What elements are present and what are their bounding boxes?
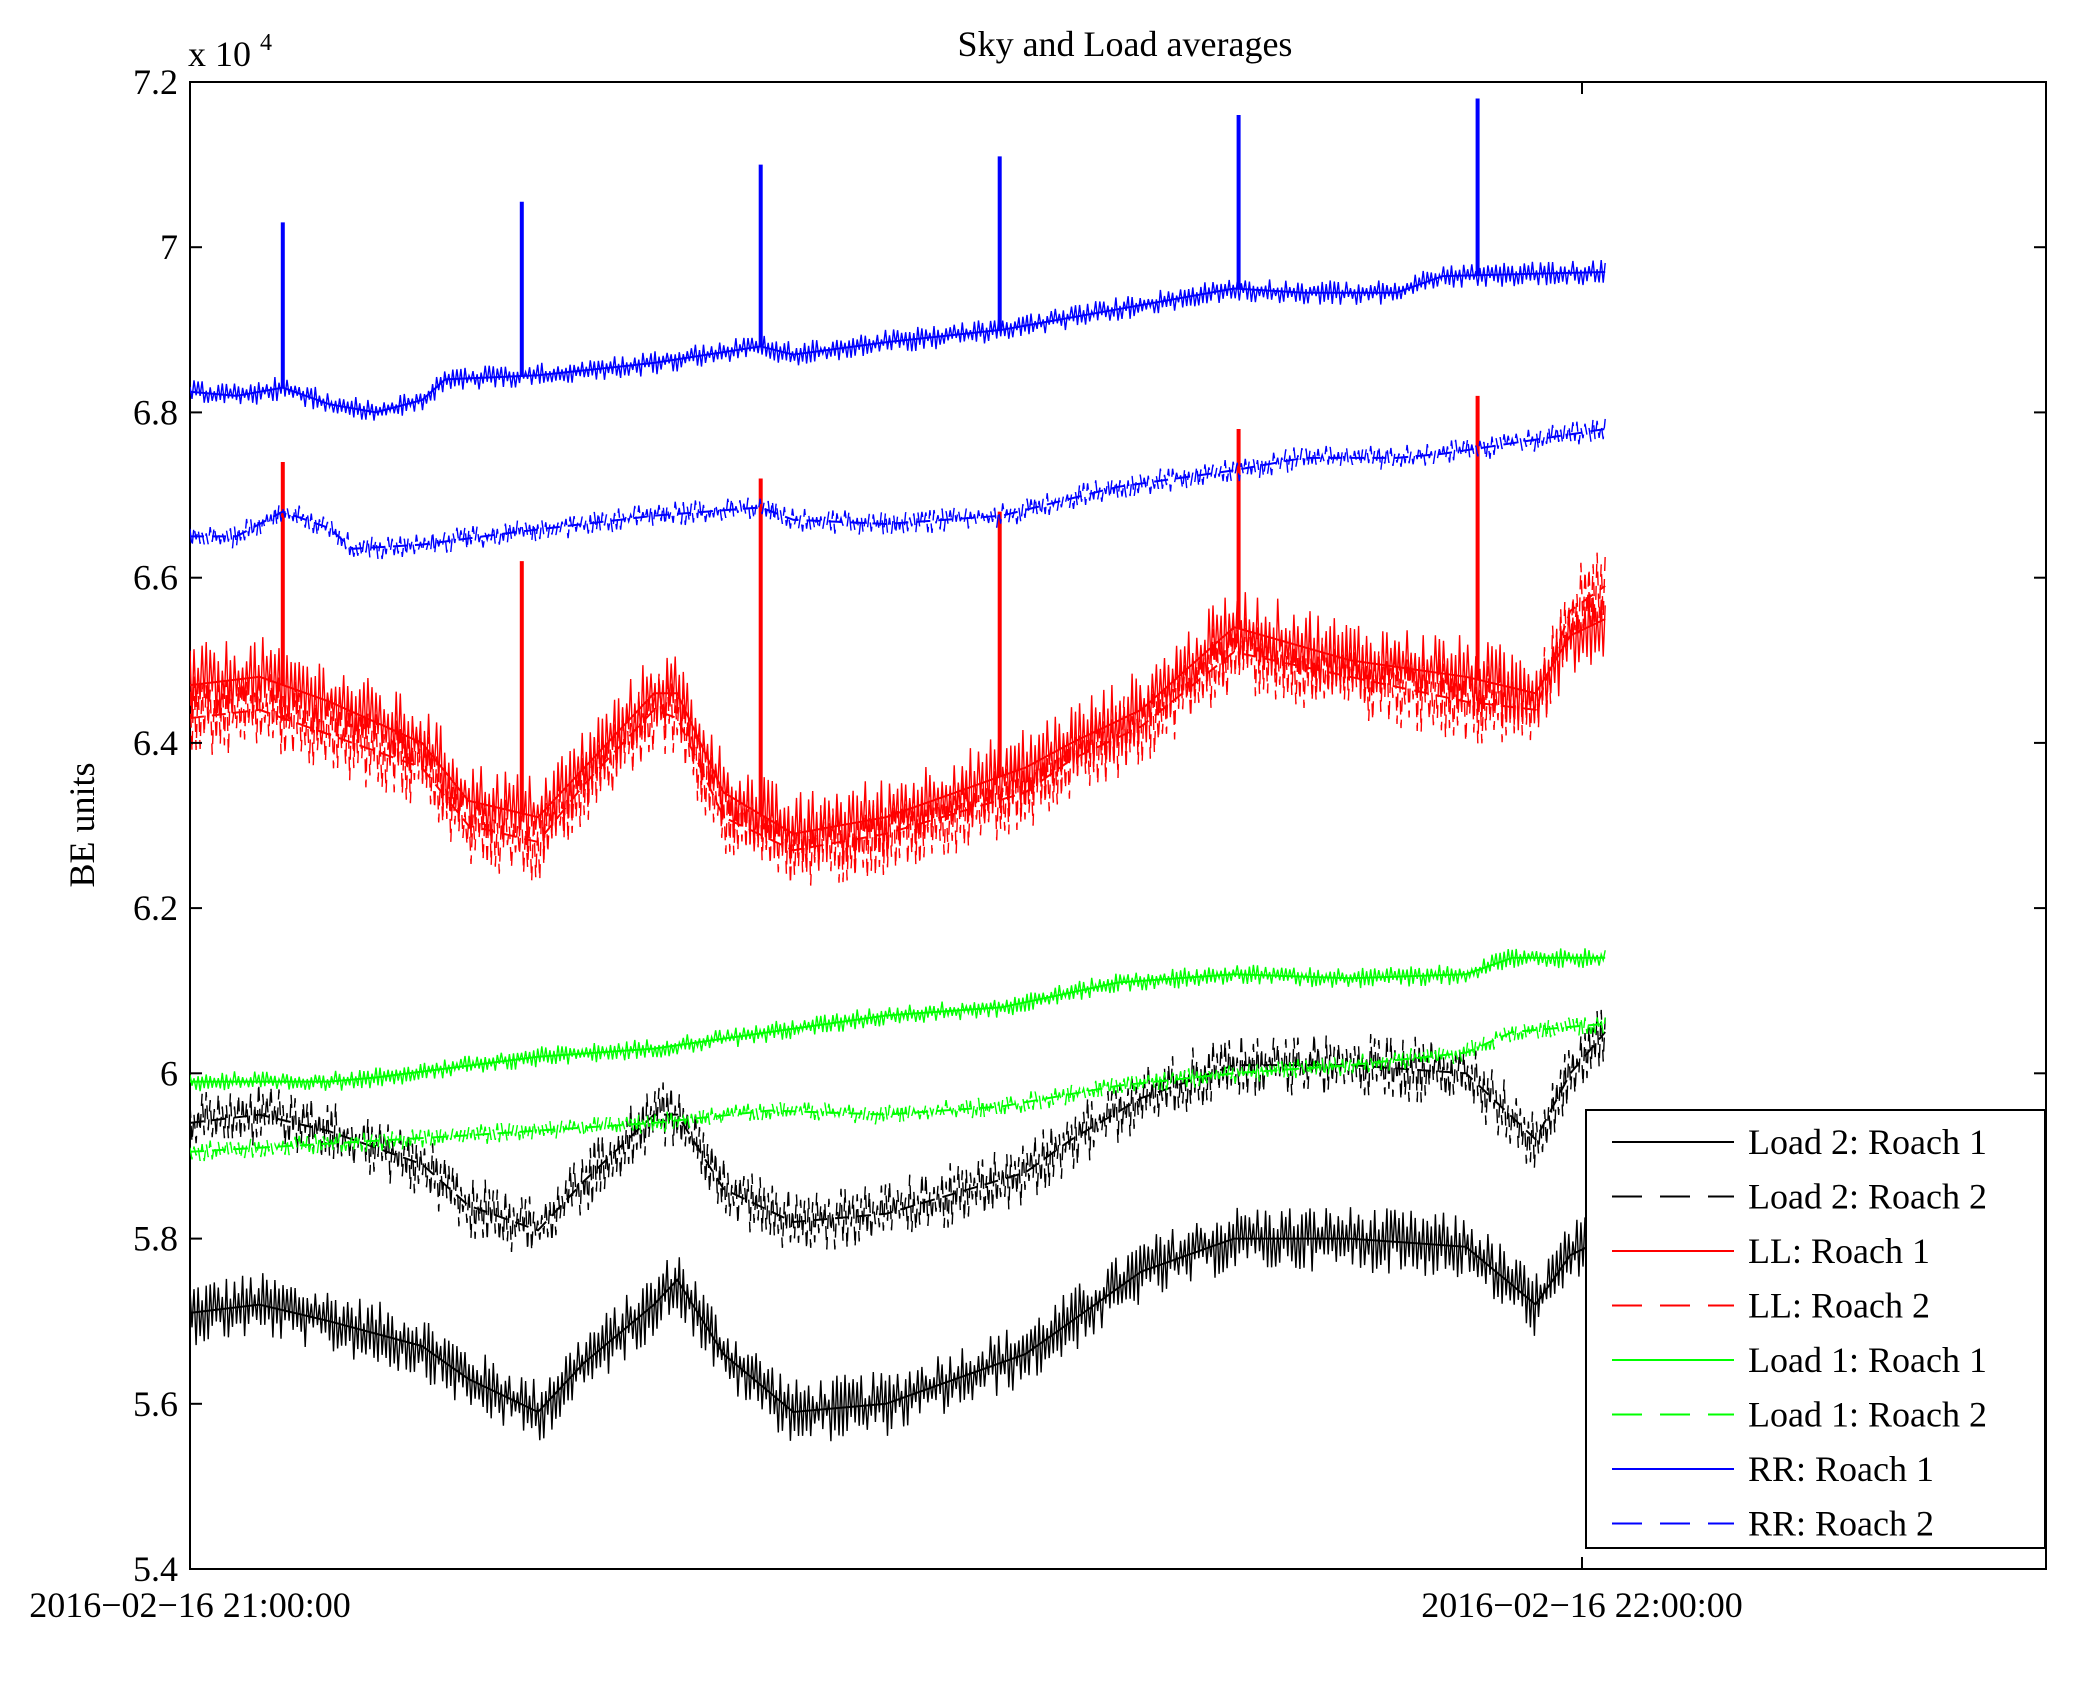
series-3 xyxy=(190,552,1606,886)
legend-item: RR: Roach 2 xyxy=(1612,1504,1934,1544)
series-trace xyxy=(190,591,1606,869)
legend-item: LL: Roach 1 xyxy=(1612,1231,1930,1271)
series-trace xyxy=(190,552,1606,886)
legend-label: RR: Roach 1 xyxy=(1748,1449,1934,1489)
series-trace xyxy=(190,948,1606,1092)
y-axis-multiplier: x 10 4 xyxy=(188,30,272,74)
y-tick-label: 7.2 xyxy=(133,62,178,102)
legend-label: Load 2: Roach 1 xyxy=(1748,1122,1987,1162)
x-tick-label: 2016−02−16 21:00:00 xyxy=(29,1585,351,1625)
series-0 xyxy=(190,1207,1606,1442)
series-layer xyxy=(190,98,1606,1442)
legend-label: LL: Roach 2 xyxy=(1748,1286,1930,1326)
legend-item: RR: Roach 1 xyxy=(1612,1449,1934,1489)
y-axis-multiplier-exponent: 4 xyxy=(260,30,272,56)
y-tick-label: 6.4 xyxy=(133,723,178,763)
y-tick-label: 6.8 xyxy=(133,392,178,432)
legend-box xyxy=(1585,1109,2046,1549)
legend-item: LL: Roach 2 xyxy=(1612,1286,1930,1326)
series-7 xyxy=(190,418,1606,560)
series-2 xyxy=(190,395,1606,869)
series-1 xyxy=(190,1009,1606,1253)
legend-label: LL: Roach 1 xyxy=(1748,1231,1930,1271)
x-tick-label: 2016−02−16 22:00:00 xyxy=(1421,1585,1743,1625)
series-trace xyxy=(190,260,1606,421)
y-tick-label: 6 xyxy=(160,1053,178,1093)
legend-item: Load 1: Roach 2 xyxy=(1612,1395,1987,1435)
legend-label: Load 1: Roach 2 xyxy=(1748,1395,1987,1435)
y-tick-label: 5.8 xyxy=(133,1219,178,1259)
y-axis-label: BE units xyxy=(62,762,102,887)
y-tick-label: 6.6 xyxy=(133,558,178,598)
y-tick-label: 5.6 xyxy=(133,1384,178,1424)
legend-label: Load 2: Roach 2 xyxy=(1748,1177,1987,1217)
legend-item: Load 2: Roach 2 xyxy=(1612,1177,1987,1217)
series-6 xyxy=(190,98,1606,421)
legend: Load 2: Roach 1 Load 2: Roach 2 LL: Roach … xyxy=(1585,1109,2046,1549)
series-trace xyxy=(190,1009,1606,1253)
series-trace xyxy=(190,1017,1606,1162)
y-tick-label: 7 xyxy=(160,227,178,267)
y-tick-label: 6.2 xyxy=(133,888,178,928)
axis-layer: 5.4 5.6 5.8 6 6.2 6.4 6.6 6.8 7 7.2 2016−02−16 21:… xyxy=(29,62,2046,1625)
legend-item: Load 1: Roach 1 xyxy=(1612,1340,1987,1380)
series-4 xyxy=(190,948,1606,1092)
series-5 xyxy=(190,1017,1606,1162)
chart-title: Sky and Load averages xyxy=(958,24,1293,64)
legend-item: Load 2: Roach 1 xyxy=(1612,1122,1987,1162)
y-axis-multiplier-base: x 10 xyxy=(188,34,251,74)
y-tick-label: 5.4 xyxy=(133,1549,178,1589)
legend-label: Load 1: Roach 1 xyxy=(1748,1340,1987,1380)
legend-label: RR: Roach 2 xyxy=(1748,1504,1934,1544)
series-trace xyxy=(190,1207,1606,1442)
